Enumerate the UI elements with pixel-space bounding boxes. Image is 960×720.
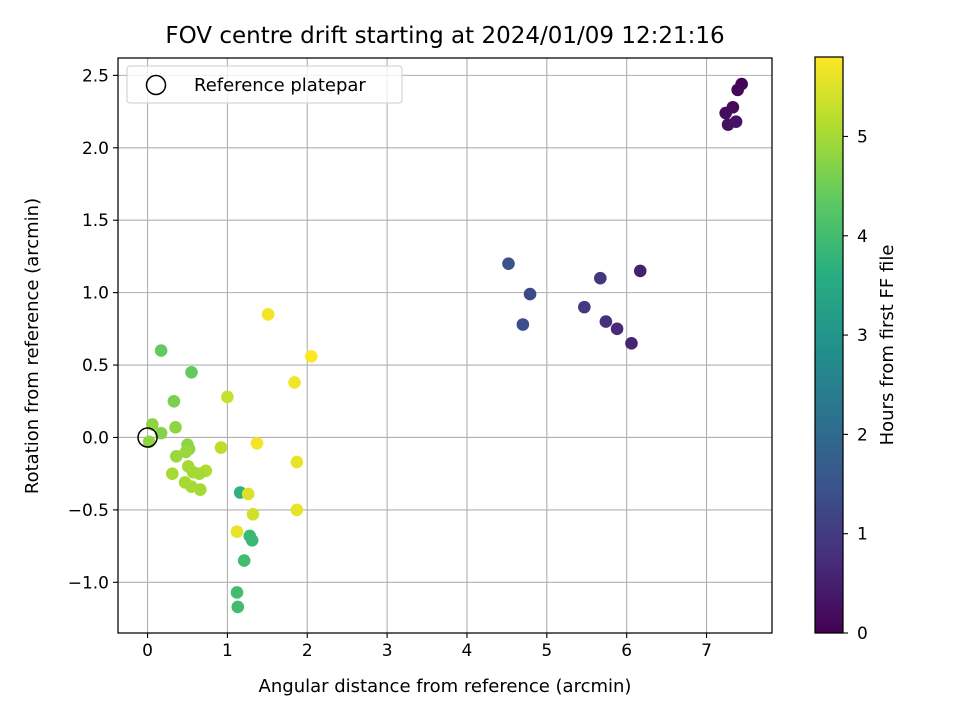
data-point xyxy=(214,441,228,454)
grid xyxy=(118,58,772,633)
data-point xyxy=(731,83,744,97)
y-tick-label: −1.0 xyxy=(68,573,109,593)
chart-title: FOV centre drift starting at 2024/01/09 … xyxy=(165,23,724,49)
data-point xyxy=(237,554,251,567)
data-point xyxy=(610,322,624,336)
x-tick-label: 0 xyxy=(142,641,153,661)
data-point xyxy=(625,337,638,350)
data-point xyxy=(245,534,259,547)
x-tick-label: 7 xyxy=(701,641,712,661)
y-axis-label: Rotation from reference (arcmin) xyxy=(22,198,43,494)
data-point xyxy=(290,503,304,517)
data-point xyxy=(250,436,264,450)
data-point xyxy=(179,445,193,459)
colorbar-tick-label: 4 xyxy=(857,227,868,247)
y-tick-label: 2.5 xyxy=(82,66,109,86)
data-point xyxy=(729,115,743,129)
colorbar-label: Hours from first FF file xyxy=(877,245,898,446)
y-tick-label: 1.0 xyxy=(82,284,109,304)
x-tick-label: 5 xyxy=(541,641,552,661)
colorbar-tick-label: 3 xyxy=(857,326,868,346)
data-point xyxy=(502,257,515,270)
colorbar-gradient xyxy=(815,57,843,633)
data-point xyxy=(185,365,198,379)
data-point xyxy=(288,376,301,389)
data-point xyxy=(154,426,168,440)
colorbar-tick-label: 1 xyxy=(857,525,868,545)
x-tick-label: 4 xyxy=(462,641,473,661)
data-point xyxy=(246,507,260,521)
data-point xyxy=(230,586,244,599)
data-point xyxy=(261,308,275,321)
x-axis: 0 1 2 3 4 5 6 7 xyxy=(142,633,712,661)
y-tick-label: 0.5 xyxy=(82,356,109,376)
x-tick-label: 2 xyxy=(302,641,313,661)
data-point xyxy=(599,315,613,328)
data-point xyxy=(221,390,234,404)
data-point xyxy=(516,318,530,331)
data-point xyxy=(633,264,647,278)
data-point xyxy=(594,271,607,285)
colorbar-tick-label: 5 xyxy=(857,127,868,147)
y-axis: −1.0 −0.5 0.0 0.5 1.0 1.5 2.0 2.5 xyxy=(68,66,118,593)
colorbar-ticks: 0 1 2 3 4 5 xyxy=(843,127,868,644)
data-point xyxy=(719,106,732,120)
legend-box xyxy=(126,65,403,104)
x-tick-label: 6 xyxy=(621,641,632,661)
data-point xyxy=(193,483,207,496)
data-points xyxy=(142,77,748,614)
data-point xyxy=(193,467,206,480)
data-point xyxy=(241,487,255,501)
plot-frame xyxy=(117,57,773,634)
data-point xyxy=(290,455,304,469)
colorbar-tick-label: 2 xyxy=(857,425,868,445)
y-tick-label: 1.5 xyxy=(82,211,109,231)
data-point xyxy=(167,394,181,408)
y-tick-label: −0.5 xyxy=(68,501,109,521)
y-tick-label: 0.0 xyxy=(82,428,109,448)
data-point xyxy=(578,300,591,314)
data-point xyxy=(166,467,179,480)
reference-point xyxy=(137,427,158,448)
legend-label: Reference platepar xyxy=(194,75,366,96)
x-tick-label: 1 xyxy=(222,641,233,661)
x-axis-label: Angular distance from reference (arcmin) xyxy=(259,676,632,697)
data-point xyxy=(169,449,183,463)
data-point xyxy=(154,344,168,357)
colorbar-frame xyxy=(814,56,844,634)
data-point xyxy=(304,350,318,363)
colorbar-tick-label: 0 xyxy=(857,624,868,644)
x-tick-label: 3 xyxy=(382,641,393,661)
data-point xyxy=(523,287,537,301)
y-tick-label: 2.0 xyxy=(82,139,109,159)
colorbar: 0 1 2 3 4 5 Hours from first FF file xyxy=(814,56,898,644)
data-point xyxy=(169,421,182,434)
data-point xyxy=(230,525,244,538)
legend: Reference platepar xyxy=(126,65,403,104)
legend-marker xyxy=(145,74,167,96)
reference-marker xyxy=(137,427,158,448)
data-point xyxy=(231,600,245,614)
